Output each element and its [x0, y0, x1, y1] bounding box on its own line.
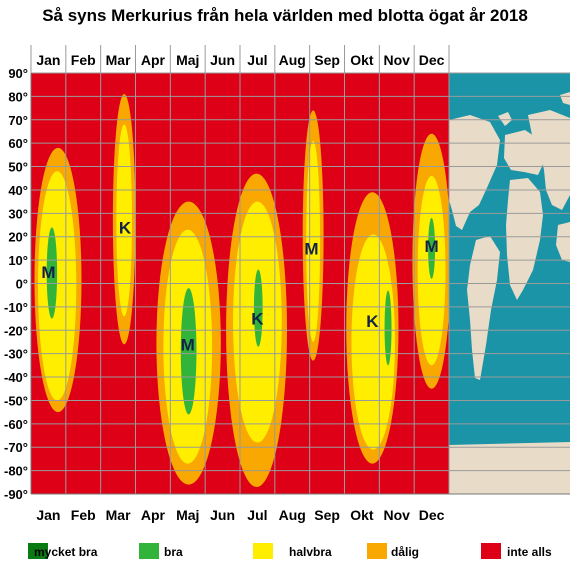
window-label-3: K [251, 310, 264, 329]
map-land-4 [528, 110, 570, 210]
map-land-5 [556, 222, 570, 262]
lat-label: 90° [8, 66, 28, 81]
lat-label: -40° [4, 370, 28, 385]
latitude-labels: 90° 80° 70° 60° 50° 40° 30° 20° 10° 0° -10° -20° -30… [4, 66, 28, 502]
window-label-4: M [304, 239, 318, 258]
lat-label: -90° [4, 487, 28, 502]
month-label-bottom-dec: Dec [419, 507, 445, 523]
window-label-6: M [424, 237, 438, 256]
month-label-bottom-okt: Okt [350, 507, 374, 523]
legend-label-3: dålig [391, 545, 419, 559]
legend: mycket bra bra halvbra dålig inte alls [28, 543, 552, 559]
month-label-top-jul: Jul [247, 52, 267, 68]
lat-label: 10° [8, 253, 28, 268]
map-land-2 [504, 130, 545, 175]
lat-label: 70° [8, 113, 28, 128]
map-land-6 [498, 112, 512, 126]
band-bra-3 [253, 269, 263, 347]
map-land-0 [449, 115, 500, 230]
month-labels-bottom: Jan Feb Mar Apr Maj Jun Jul Aug Sep Okt Nov Dec [36, 507, 444, 523]
legend-label-4: inte alls [507, 545, 552, 559]
month-label-bottom-apr: Apr [141, 507, 166, 523]
month-label-top-nov: Nov [384, 52, 411, 68]
grid-lines [30, 45, 570, 495]
legend-label-2: halvbra [289, 545, 332, 559]
month-label-bottom-mar: Mar [106, 507, 131, 523]
legend-swatch-0 [28, 543, 48, 559]
month-label-top-apr: Apr [141, 52, 166, 68]
lat-label: -80° [4, 464, 28, 479]
map-land-1 [467, 236, 500, 380]
month-label-top-jan: Jan [36, 52, 60, 68]
window-labels: M K M K M K M [41, 218, 438, 354]
legend-swatch-3 [367, 543, 387, 559]
lat-label: -30° [4, 347, 28, 362]
map-land-8 [560, 92, 570, 105]
window-label-0: M [41, 263, 55, 282]
legend-swatch-1 [139, 543, 159, 559]
month-label-top-maj: Maj [176, 52, 199, 68]
lat-label: 20° [8, 230, 28, 245]
legend-swatch-2 [253, 543, 273, 559]
month-label-bottom-jul: Jul [247, 507, 267, 523]
band-bra-5 [384, 290, 392, 366]
legend-label-1: bra [164, 545, 183, 559]
month-label-bottom-maj: Maj [176, 507, 199, 523]
window-label-5: K [366, 312, 379, 331]
lat-label: -50° [4, 393, 28, 408]
band-bra-0 [46, 227, 58, 319]
legend-swatch-4 [481, 543, 501, 559]
lat-label: -70° [4, 440, 28, 455]
month-label-top-jun: Jun [210, 52, 235, 68]
band-halvbra-1 [116, 124, 133, 317]
month-label-top-mar: Mar [106, 52, 131, 68]
lat-label: -20° [4, 323, 28, 338]
lat-label: 0° [16, 277, 28, 292]
month-label-bottom-feb: Feb [71, 507, 96, 523]
lat-label: 30° [8, 206, 28, 221]
month-label-bottom-jun: Jun [210, 507, 235, 523]
band-bra-6 [428, 218, 436, 279]
month-labels-top: Jan Feb Mar Apr Maj Jun Jul Aug Sep Okt Nov Dec [36, 52, 444, 68]
map-land-3 [506, 178, 543, 300]
window-label-1: K [119, 218, 132, 237]
lat-label: 40° [8, 183, 28, 198]
month-label-bottom-aug: Aug [279, 507, 306, 523]
lat-label: -10° [4, 300, 28, 315]
month-label-top-sep: Sep [314, 52, 340, 68]
chart-title: Så syns Merkurius från hela världen med … [42, 6, 528, 25]
month-label-top-feb: Feb [71, 52, 96, 68]
map-land-7 [449, 442, 570, 494]
band-halvbra-0 [37, 171, 77, 401]
lat-label: 60° [8, 136, 28, 151]
month-label-bottom-sep: Sep [314, 507, 340, 523]
month-label-bottom-nov: Nov [384, 507, 411, 523]
legend-label-0: mycket bra [34, 545, 98, 559]
month-label-top-dec: Dec [419, 52, 445, 68]
lat-label: 50° [8, 160, 28, 175]
month-label-bottom-jan: Jan [36, 507, 60, 523]
month-label-top-okt: Okt [350, 52, 374, 68]
band-halvbra-5 [351, 234, 396, 450]
lat-label: 80° [8, 89, 28, 104]
lat-label: -60° [4, 417, 28, 432]
month-label-top-aug: Aug [279, 52, 306, 68]
window-label-2: M [181, 335, 195, 354]
band-bra-2 [180, 288, 197, 415]
